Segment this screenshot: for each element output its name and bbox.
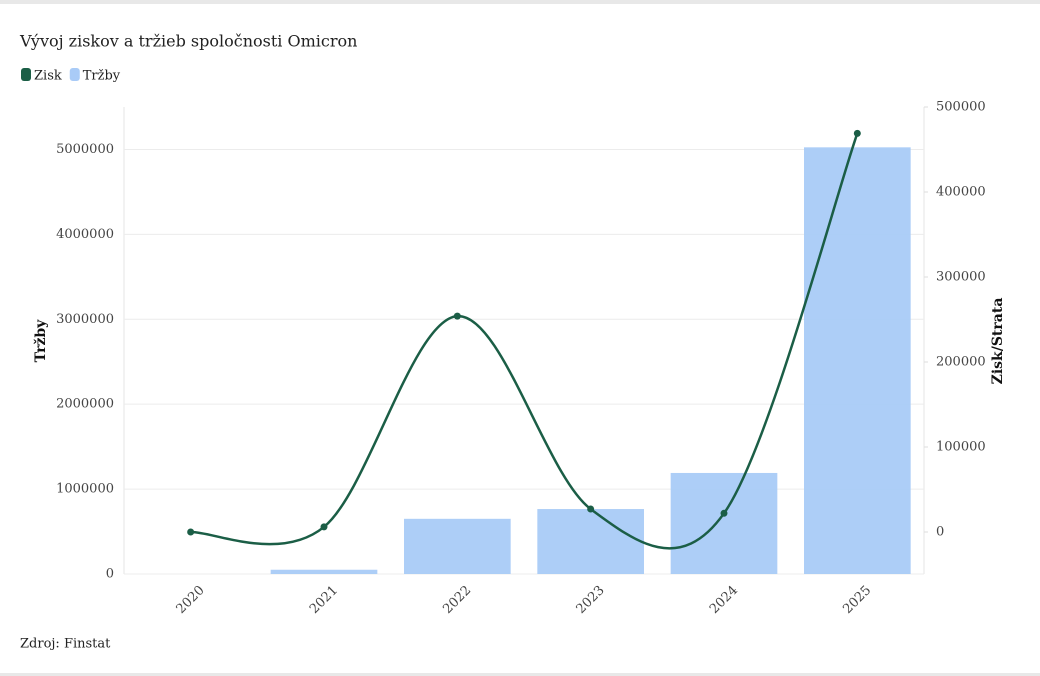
y2-tick-label: 200000 bbox=[936, 355, 986, 370]
bottom-border bbox=[0, 673, 1040, 676]
y-tick-label: 4000000 bbox=[56, 227, 114, 242]
point bbox=[453, 312, 461, 320]
y-tick-label: 1000000 bbox=[56, 482, 114, 497]
y2-tick-label: 0 bbox=[936, 525, 944, 540]
y-axis-title: Tržby bbox=[33, 319, 49, 363]
bar bbox=[537, 509, 644, 574]
point bbox=[587, 505, 595, 513]
x-tick-label: 2020 bbox=[174, 583, 208, 617]
y-tick-label: 5000000 bbox=[56, 142, 114, 157]
x-tick-label: 2023 bbox=[574, 583, 608, 617]
point bbox=[853, 129, 861, 137]
bar bbox=[270, 569, 378, 574]
bar bbox=[670, 472, 778, 574]
y-tick-label: 2000000 bbox=[56, 397, 114, 412]
y2-axis-title: Zisk/Strata bbox=[990, 298, 1006, 385]
y2-tick-label: 300000 bbox=[936, 270, 986, 285]
point bbox=[320, 523, 328, 531]
top-border bbox=[0, 0, 1040, 4]
legend-label: Zisk bbox=[34, 69, 62, 84]
source: Zdroj: Finstat bbox=[20, 637, 111, 652]
y-tick-label: 3000000 bbox=[56, 312, 114, 327]
y-tick-label: 0 bbox=[106, 567, 114, 582]
legend-swatch bbox=[69, 68, 80, 81]
legend-swatch bbox=[21, 68, 31, 81]
bar bbox=[404, 518, 511, 574]
x-tick-label: 2021 bbox=[307, 583, 341, 617]
point bbox=[187, 528, 195, 536]
y2-tick-label: 500000 bbox=[936, 100, 986, 115]
y2-tick-label: 400000 bbox=[936, 185, 986, 200]
bar bbox=[804, 147, 911, 574]
point bbox=[720, 509, 728, 517]
chart-title: Vývoj ziskov a tržieb spoločnosti Omicro… bbox=[19, 32, 357, 51]
x-tick-label: 2022 bbox=[440, 583, 474, 617]
legend-label: Tržby bbox=[83, 69, 121, 84]
x-tick-label: 2024 bbox=[707, 583, 741, 617]
y2-tick-label: 100000 bbox=[936, 440, 986, 455]
x-tick-label: 2025 bbox=[840, 583, 874, 617]
